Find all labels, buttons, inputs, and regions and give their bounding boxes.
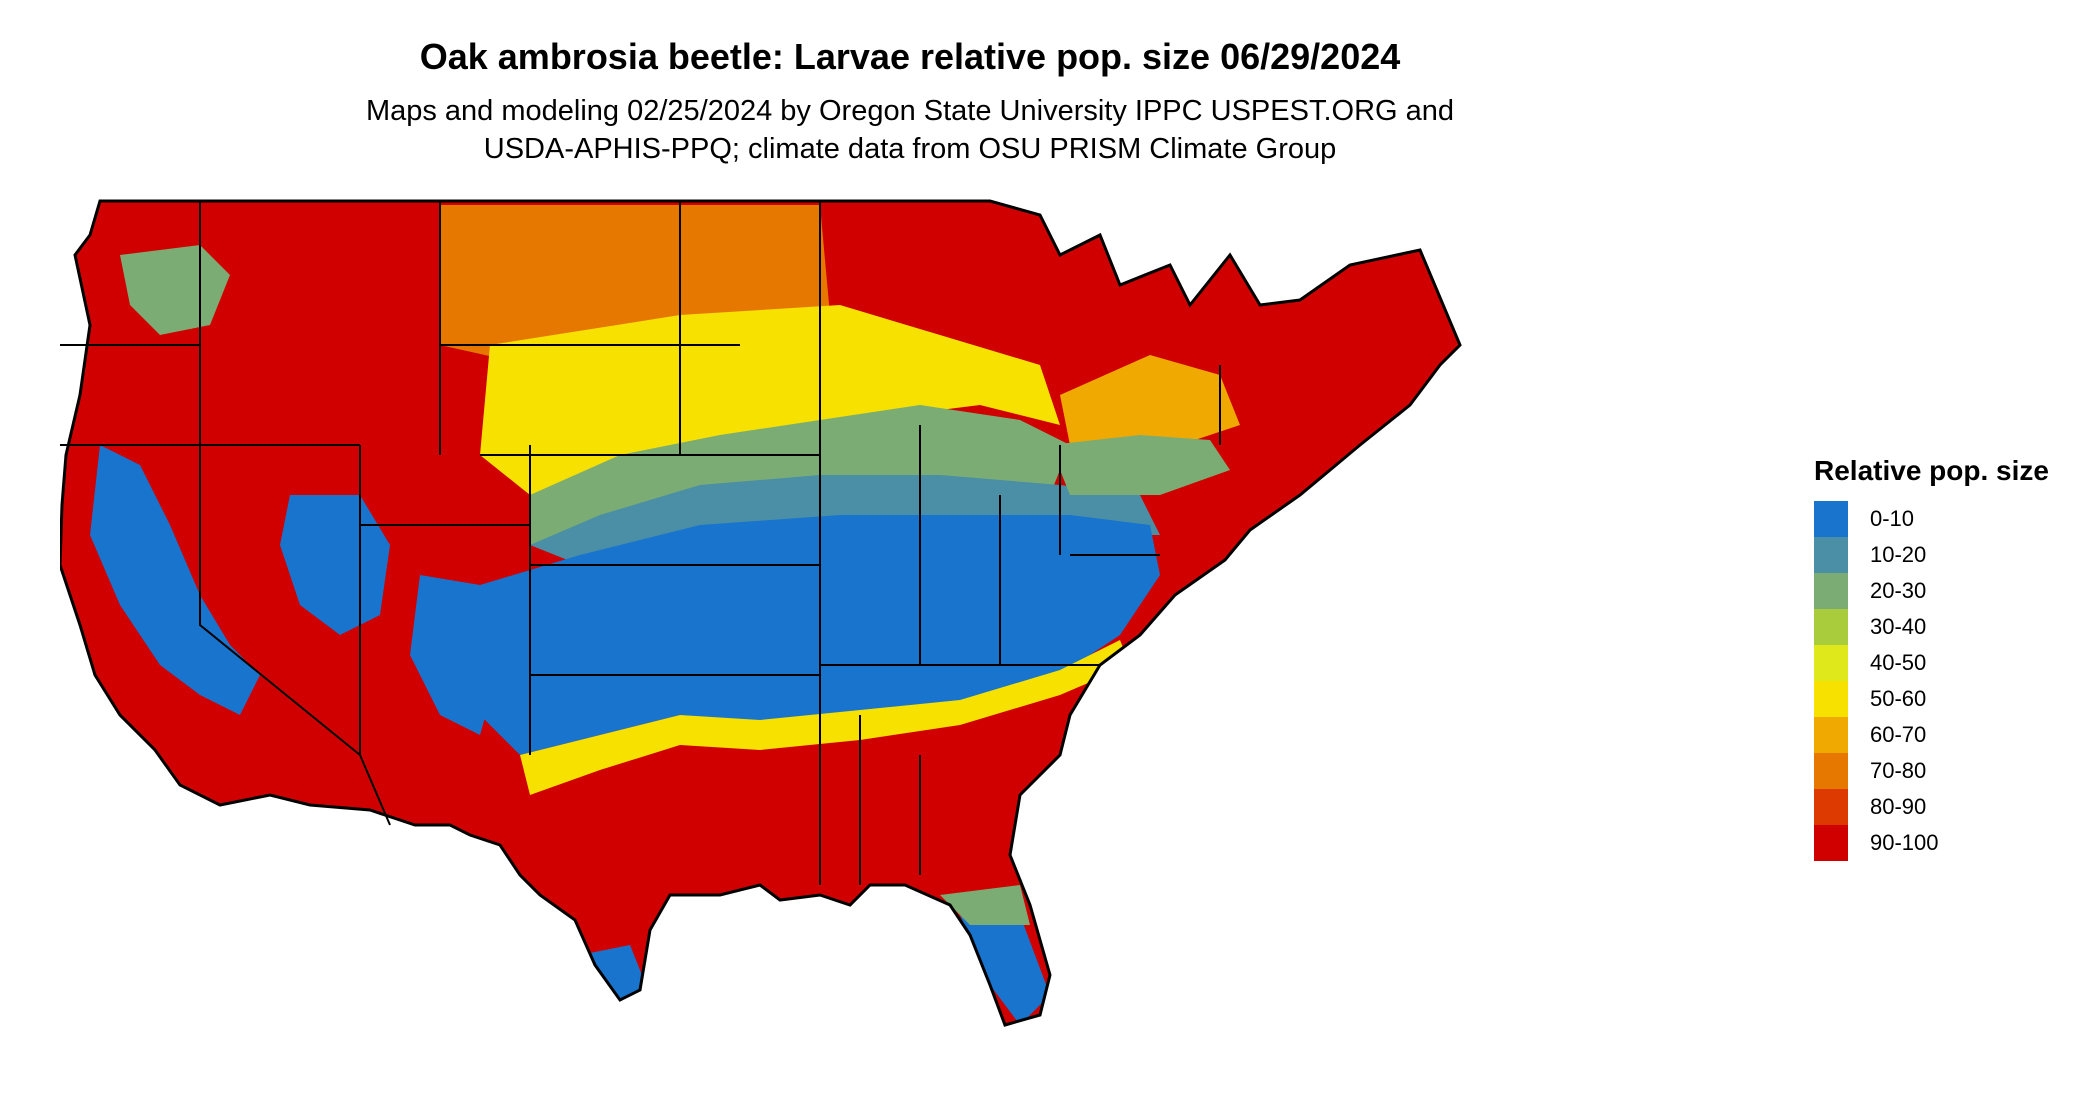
state-borders: [60, 201, 1221, 885]
map-title: Oak ambrosia beetle: Larvae relative pop…: [419, 36, 1401, 77]
region-gulf-green: [940, 885, 1030, 925]
us-population-map: [60, 199, 1462, 1027]
region-florida-blue: [960, 915, 1050, 1025]
legend-title: Relative pop. size: [1814, 455, 2049, 486]
legend-swatch: [1814, 501, 1848, 537]
legend-swatch: [1814, 573, 1848, 609]
legend-swatch: [1814, 753, 1848, 789]
legend: Relative pop. size 0-10 10-20 20-30 30-40 40…: [1814, 455, 2094, 861]
region-northeast-yellow: [1060, 355, 1240, 455]
legend-item: 90-100: [1814, 825, 2094, 861]
legend-item: 10-20: [1814, 537, 2094, 573]
region-south-texas-blue: [580, 945, 650, 1005]
legend-item: 30-40: [1814, 609, 2094, 645]
legend-item: 20-30: [1814, 573, 2094, 609]
legend-swatch: [1814, 789, 1848, 825]
legend-swatch: [1814, 681, 1848, 717]
region-california-blue: [90, 445, 260, 715]
legend-item: 0-10: [1814, 501, 2094, 537]
region-great-basin-blue: [280, 495, 390, 635]
legend-swatch: [1814, 537, 1848, 573]
legend-swatch: [1814, 825, 1848, 861]
map-subtitle: Maps and modeling 02/25/2024 by Oregon S…: [0, 92, 1820, 168]
region-southwest-blue: [410, 575, 500, 735]
legend-label: 80-90: [1870, 794, 1927, 819]
legend-item: 70-80: [1814, 753, 2094, 789]
subtitle-line-1: Maps and modeling 02/25/2024 by Oregon S…: [365, 95, 1455, 127]
legend-item: 80-90: [1814, 789, 2094, 825]
region-northeast-green: [1050, 435, 1230, 495]
region-south-yellow: [520, 640, 1130, 795]
region-north-central-yellow: [480, 305, 1060, 495]
legend-label: 90-100: [1870, 830, 1939, 855]
region-northern-plains: [440, 205, 830, 365]
legend-label: 20-30: [1870, 578, 1927, 603]
region-northwest-green: [120, 245, 230, 335]
legend-item: 40-50: [1814, 645, 2094, 681]
legend-swatch: [1814, 645, 1848, 681]
legend-items: 0-10 10-20 20-30 30-40 40-50 50-60 60-70 70-80 8…: [1814, 501, 2094, 861]
legend-label: 0-10: [1870, 506, 1915, 531]
legend-label: 10-20: [1870, 542, 1927, 567]
subtitle-line-2: USDA-APHIS-PPQ; climate data from OSU PR…: [483, 133, 1337, 165]
legend-label: 60-70: [1870, 722, 1927, 747]
legend-label: 50-60: [1870, 686, 1927, 711]
legend-swatch: [1814, 717, 1848, 753]
legend-item: 50-60: [1814, 681, 2094, 717]
legend-item: 60-70: [1814, 717, 2094, 753]
region-green-band: [530, 405, 1070, 545]
legend-label: 40-50: [1870, 650, 1927, 675]
legend-swatch: [1814, 609, 1848, 645]
legend-label: 70-80: [1870, 758, 1927, 783]
legend-label: 30-40: [1870, 614, 1927, 639]
